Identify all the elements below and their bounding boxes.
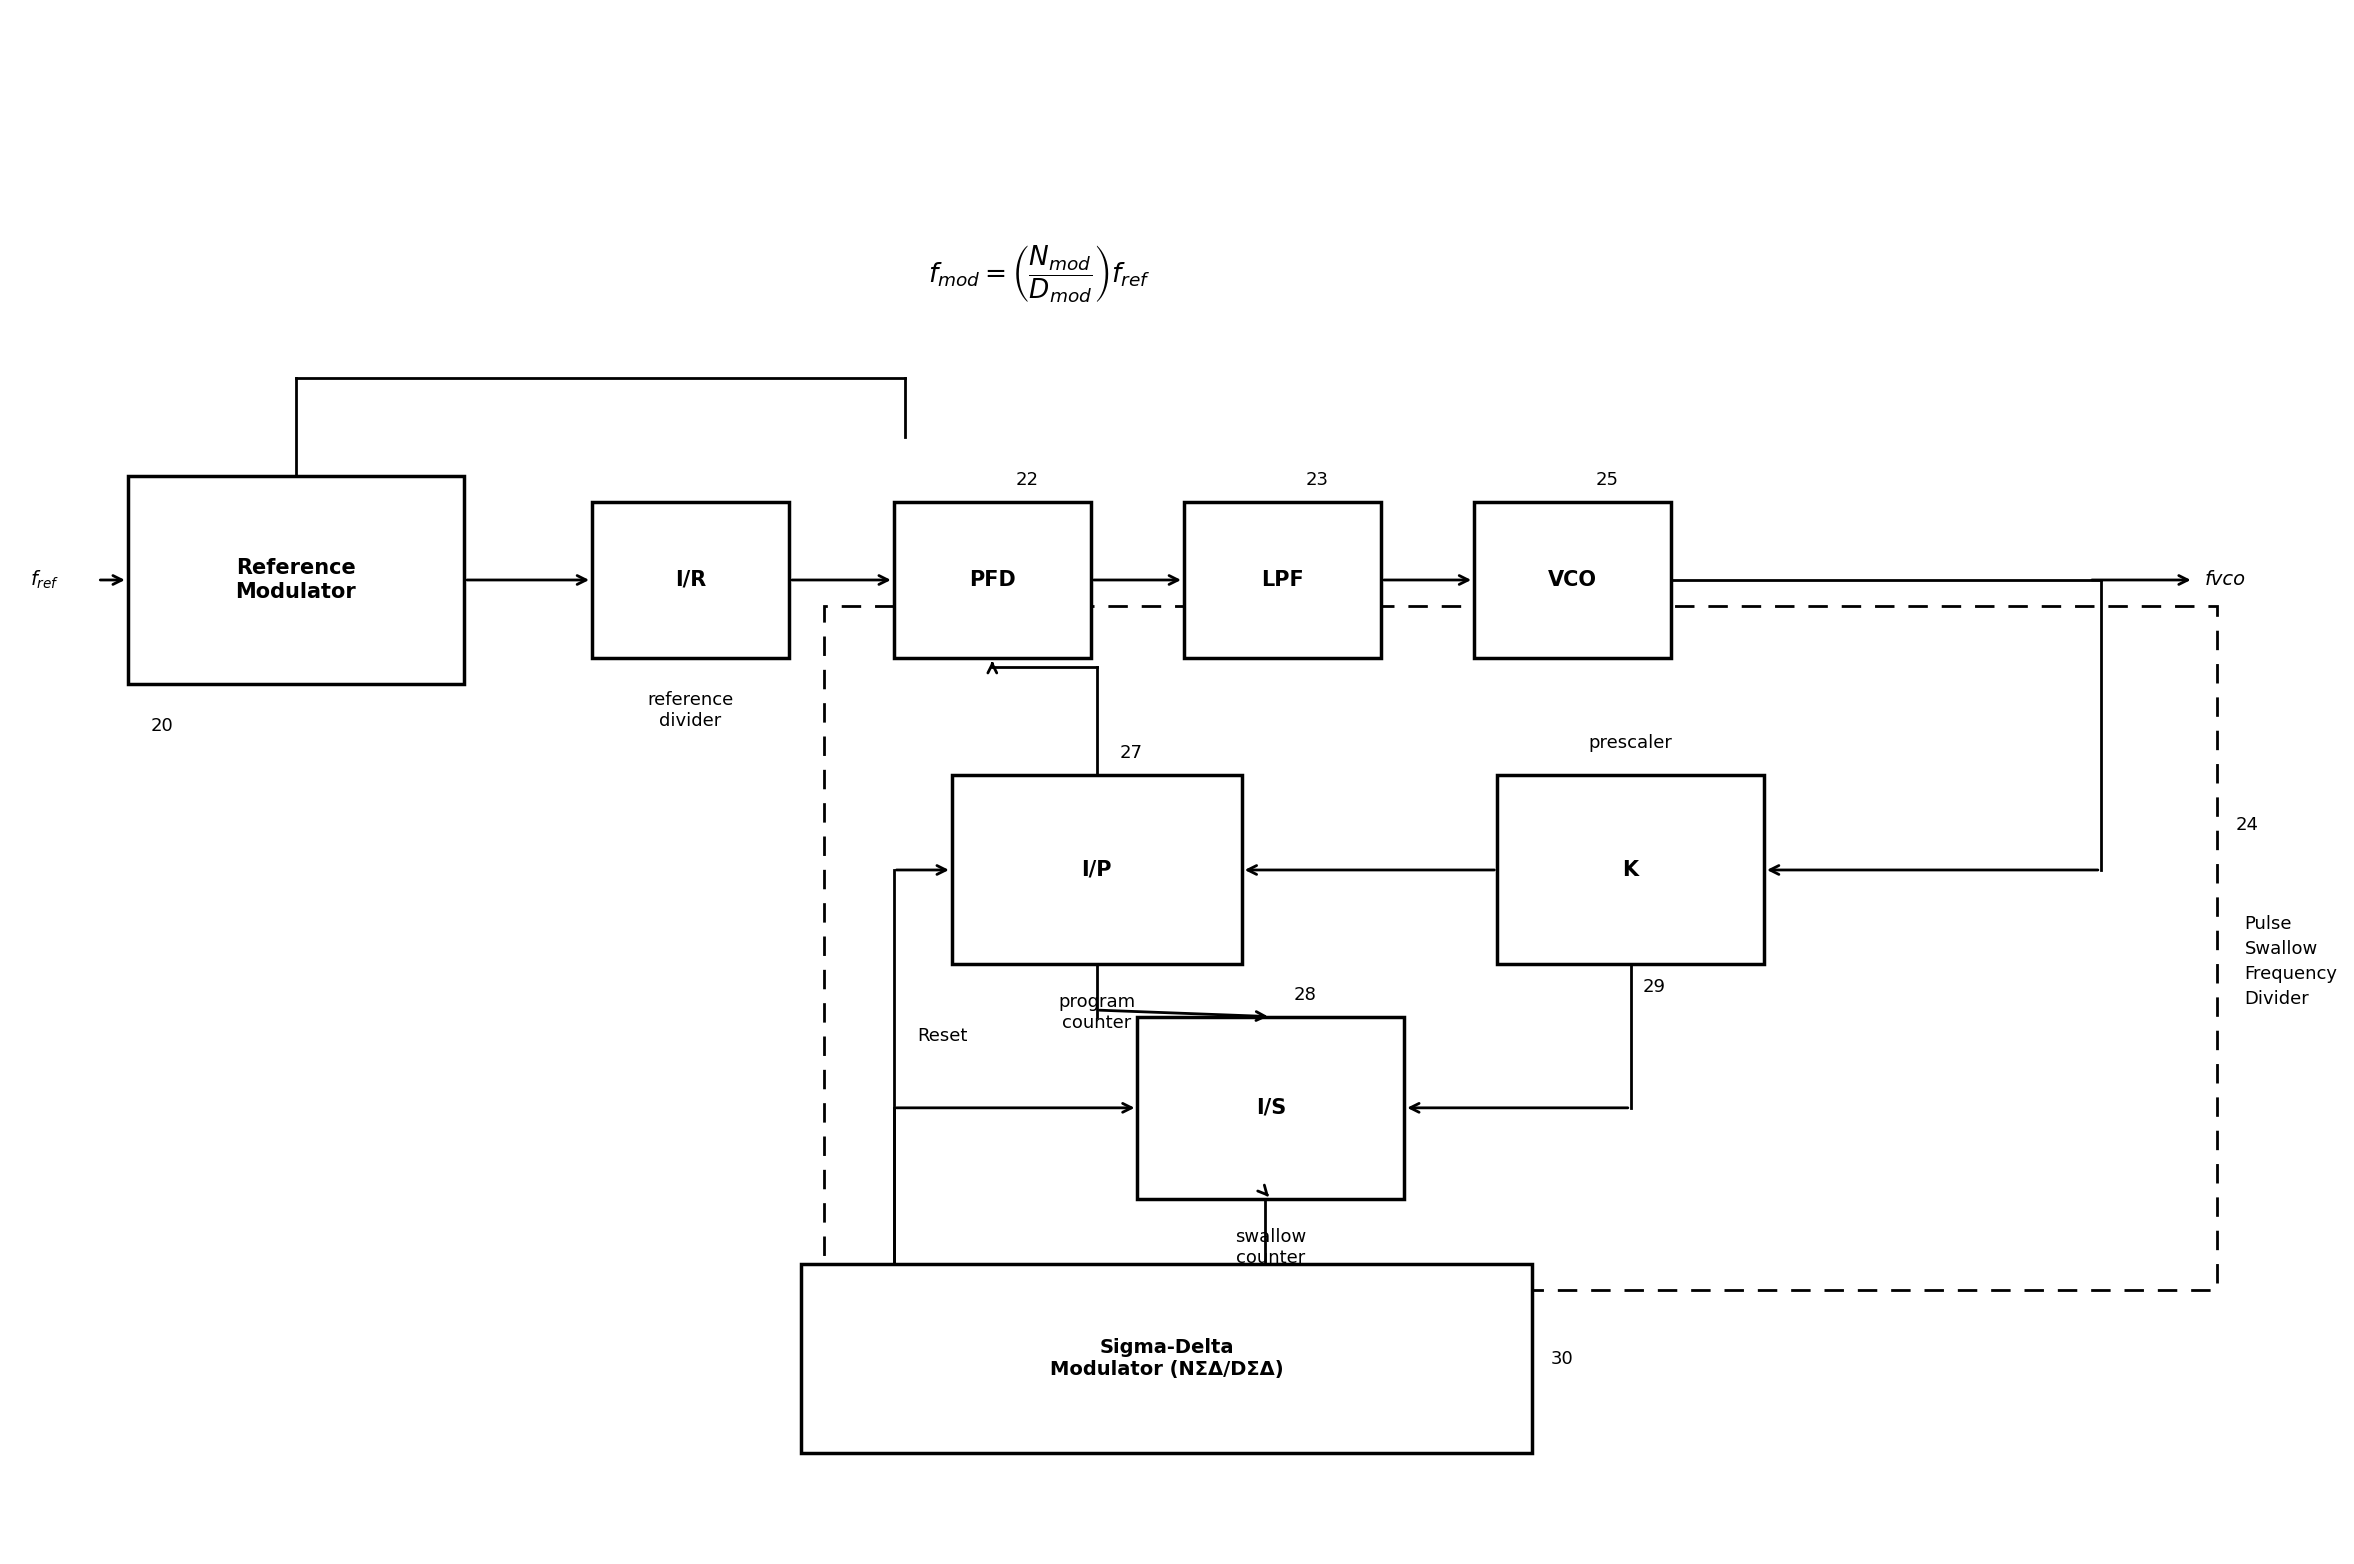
FancyBboxPatch shape <box>895 502 1090 658</box>
Text: prescaler: prescaler <box>1589 734 1674 752</box>
FancyBboxPatch shape <box>127 475 464 683</box>
FancyBboxPatch shape <box>1497 776 1763 965</box>
Text: swallow
counter: swallow counter <box>1236 1228 1306 1267</box>
Text: PFD: PFD <box>970 569 1015 590</box>
Text: 22: 22 <box>1015 471 1038 488</box>
Text: K: K <box>1622 860 1638 881</box>
Text: reference
divider: reference divider <box>647 691 734 729</box>
Text: LPF: LPF <box>1262 569 1304 590</box>
Text: Reference
Modulator: Reference Modulator <box>235 558 355 602</box>
FancyBboxPatch shape <box>800 1264 1532 1453</box>
Text: 23: 23 <box>1306 471 1328 488</box>
Text: program
counter: program counter <box>1059 993 1135 1032</box>
Text: I/S: I/S <box>1255 1098 1285 1118</box>
FancyBboxPatch shape <box>1184 502 1382 658</box>
Text: Sigma-Delta
Modulator (NΣΔ/DΣΔ): Sigma-Delta Modulator (NΣΔ/DΣΔ) <box>1050 1339 1283 1379</box>
Text: $f_{ref}$: $f_{ref}$ <box>31 569 59 591</box>
FancyBboxPatch shape <box>1137 1017 1405 1200</box>
Text: 25: 25 <box>1596 471 1620 488</box>
Text: 28: 28 <box>1295 985 1316 1004</box>
Text: Reset: Reset <box>916 1028 967 1045</box>
Text: 27: 27 <box>1121 744 1144 762</box>
Text: Pulse
Swallow
Frequency
Divider: Pulse Swallow Frequency Divider <box>2246 915 2338 1009</box>
Text: fvco: fvco <box>2206 571 2246 590</box>
Text: 20: 20 <box>151 716 174 735</box>
FancyBboxPatch shape <box>1474 502 1671 658</box>
Text: I/P: I/P <box>1080 860 1111 881</box>
FancyBboxPatch shape <box>951 776 1243 965</box>
Text: VCO: VCO <box>1549 569 1596 590</box>
Text: 24: 24 <box>2236 816 2257 834</box>
Text: $f_{mod} = \left(\dfrac{N_{mod}}{D_{mod}}\right)f_{ref}$: $f_{mod} = \left(\dfrac{N_{mod}}{D_{mod}… <box>927 242 1151 305</box>
FancyBboxPatch shape <box>591 502 789 658</box>
Text: 29: 29 <box>1643 978 1664 996</box>
Text: 30: 30 <box>1551 1350 1572 1368</box>
Text: I/R: I/R <box>676 569 706 590</box>
